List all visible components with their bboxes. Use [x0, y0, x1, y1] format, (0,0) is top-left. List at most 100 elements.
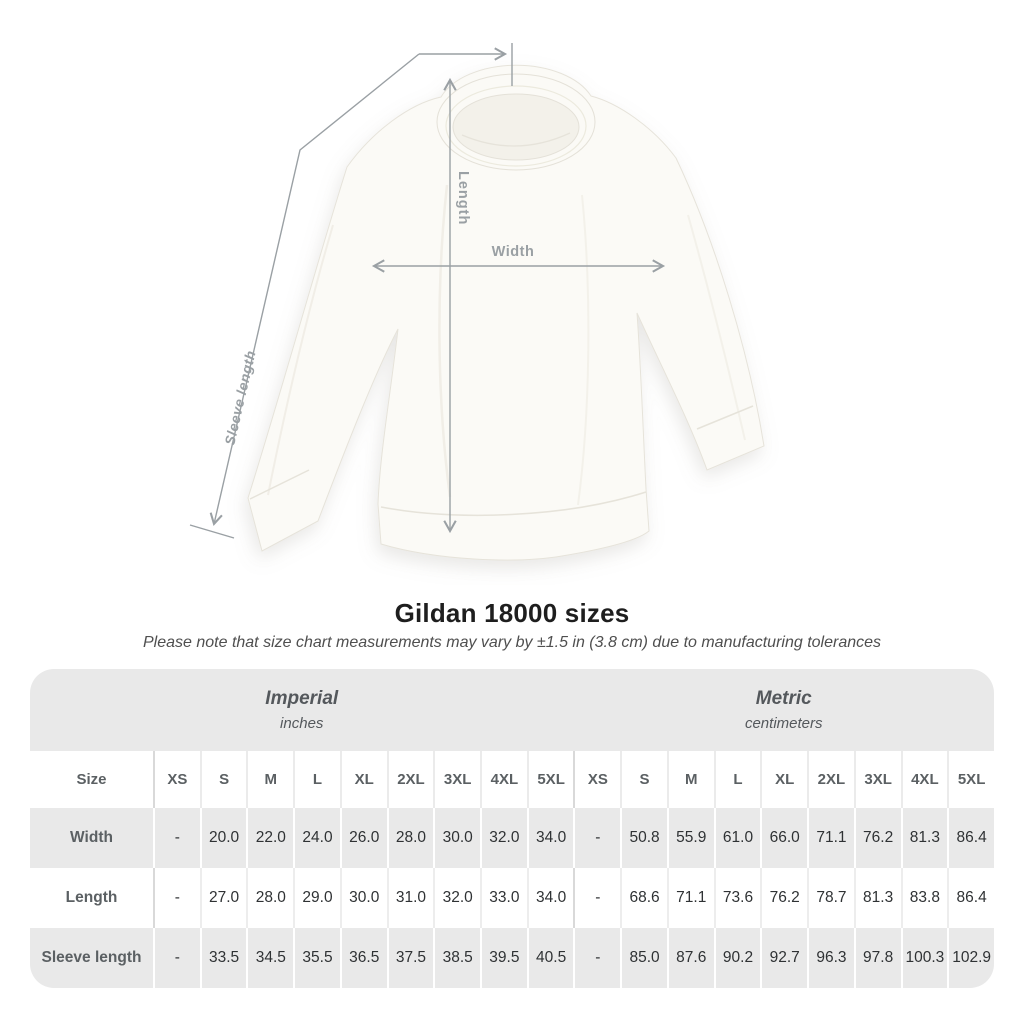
measurement-cell: 30.0	[339, 868, 387, 928]
size-col-header: XL	[339, 751, 387, 808]
tolerance-note: Please note that size chart measurements…	[142, 634, 882, 651]
size-col-header: 2XL	[386, 751, 434, 808]
measurement-cell: 32.0	[480, 808, 527, 868]
measurement-cell: 96.3	[807, 928, 854, 988]
size-col-header: L	[713, 751, 761, 808]
measurement-cell: 90.2	[713, 928, 761, 988]
measurement-cell: 73.6	[713, 868, 761, 928]
measurement-cell: 86.4	[947, 868, 994, 928]
collar-opening	[452, 93, 580, 161]
sweatshirt-diagram-svg: Length Width Sleeve length	[189, 43, 765, 561]
measurement-cell: -	[573, 868, 621, 928]
size-col-header: 2XL	[807, 751, 854, 808]
size-col-header: S	[620, 751, 667, 808]
measurement-cell: 33.0	[480, 868, 527, 928]
measurement-cell: 71.1	[666, 868, 714, 928]
fold-line	[687, 214, 746, 441]
waistband-seam	[380, 491, 647, 516]
measurement-cell: -	[153, 868, 200, 928]
back-collar-seam	[461, 132, 571, 147]
measurement-cell: 31.0	[386, 868, 434, 928]
measurement-cell: 68.6	[620, 868, 667, 928]
measurement-cell: 61.0	[713, 808, 761, 868]
measurement-cell: 37.5	[386, 928, 434, 988]
sweatshirt-body	[247, 64, 765, 561]
measurement-cell: 87.6	[666, 928, 714, 988]
measurement-cell: 28.0	[386, 808, 434, 868]
measurement-cell: 81.3	[853, 868, 901, 928]
measurement-cell: 26.0	[339, 808, 387, 868]
size-col-header: 4XL	[900, 751, 948, 808]
measurement-cell: 34.5	[246, 928, 294, 988]
measurement-cell: 76.2	[853, 808, 901, 868]
measurement-row: Length -27.0 28.0 29.0 30.0 31.0 32.0 33.0 34.0-…	[30, 868, 994, 928]
size-col-header: S	[199, 751, 247, 808]
measurement-cell: 38.5	[433, 928, 481, 988]
measurement-cell: 83.8	[900, 868, 948, 928]
measurement-cell: -	[153, 928, 200, 988]
size-col-header: 3XL	[853, 751, 901, 808]
size-table-body: Width -20.0 22.0 24.0 26.0 28.0 30.0 32.0 34.0-5…	[30, 808, 994, 988]
measurement-annotations	[189, 43, 666, 539]
measurement-cell: -	[153, 808, 200, 868]
sleeve-measure-line	[209, 53, 420, 527]
measurement-cell: 35.5	[293, 928, 340, 988]
measurement-cell: 36.5	[339, 928, 387, 988]
page-title: Gildan 18000 sizes	[394, 598, 630, 628]
measurement-cell: 66.0	[760, 808, 808, 868]
size-col-header: XS	[573, 751, 621, 808]
measurement-cell: 34.0	[526, 868, 574, 928]
size-table: Imperial inches Metric centimeters Size …	[30, 669, 994, 988]
metric-sublabel: centimeters	[744, 715, 823, 732]
size-col-header: 3XL	[433, 751, 481, 808]
sweatshirt-illustration	[247, 64, 765, 561]
measurement-cell: 39.5	[480, 928, 527, 988]
size-col-header: XL	[760, 751, 808, 808]
measurement-cell: 29.0	[293, 868, 340, 928]
size-col-header: L	[293, 751, 340, 808]
measurement-cell: 97.8	[853, 928, 901, 988]
imperial-sublabel: inches	[280, 715, 324, 732]
measurement-cell: 32.0	[433, 868, 481, 928]
measurement-cell: 71.1	[807, 808, 854, 868]
width-label: Width	[492, 244, 535, 260]
measurement-cell: 86.4	[947, 808, 994, 868]
measurement-cell: 100.3	[900, 928, 948, 988]
imperial-band: Imperial inches	[30, 669, 574, 751]
imperial-label: Imperial	[265, 688, 339, 709]
sweatshirt-measurement-diagram: Length Width Sleeve length	[189, 43, 765, 561]
measurement-cell: 20.0	[199, 808, 247, 868]
fold-line	[267, 224, 334, 496]
size-col-header: 5XL	[947, 751, 994, 808]
measurement-cell: 24.0	[293, 808, 340, 868]
size-col-header: 4XL	[480, 751, 527, 808]
right-cuff-seam	[696, 405, 754, 430]
measurement-cell: 85.0	[620, 928, 667, 988]
unit-band-row: Imperial inches Metric centimeters	[30, 669, 994, 751]
metric-band: Metric centimeters	[573, 669, 994, 751]
measurement-cell: 28.0	[246, 868, 294, 928]
measurement-cell: 40.5	[526, 928, 574, 988]
size-col-header: XS	[153, 751, 200, 808]
size-col-header: 5XL	[526, 751, 574, 808]
measurement-cell: -	[573, 808, 621, 868]
measurement-cell: 92.7	[760, 928, 808, 988]
sleeve-length-label: Sleeve length	[221, 349, 258, 447]
measurement-cell: 33.5	[199, 928, 247, 988]
size-column-header: Size	[30, 751, 153, 808]
measurement-cell: 55.9	[666, 808, 714, 868]
length-label: Length	[455, 171, 471, 225]
size-col-header: M	[246, 751, 294, 808]
measurement-cell: 22.0	[246, 808, 294, 868]
metric-label: Metric	[755, 688, 812, 709]
measurement-cell: 27.0	[199, 868, 247, 928]
fold-line	[577, 194, 590, 506]
measurement-cell: 50.8	[620, 808, 667, 868]
size-header-row: Size XS S M L XL 2XL 3XL 4XL 5XL XS S M L XL 2XL 3XL 4XL…	[30, 751, 994, 808]
row-label: Length	[30, 868, 153, 928]
size-col-header: M	[666, 751, 714, 808]
measurement-cell: 30.0	[433, 808, 481, 868]
measurement-cell: -	[573, 928, 621, 988]
measurement-cell: 76.2	[760, 868, 808, 928]
